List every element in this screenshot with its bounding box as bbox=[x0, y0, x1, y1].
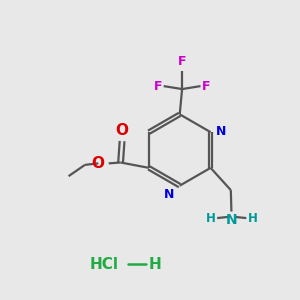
Text: N: N bbox=[226, 213, 237, 227]
Text: HCl: HCl bbox=[90, 257, 119, 272]
Text: O: O bbox=[91, 156, 104, 171]
Text: H: H bbox=[206, 212, 216, 225]
Text: O: O bbox=[115, 122, 128, 137]
Text: F: F bbox=[178, 55, 186, 68]
Text: N: N bbox=[164, 188, 174, 201]
Text: H: H bbox=[248, 212, 257, 225]
Text: F: F bbox=[153, 80, 162, 93]
Text: H: H bbox=[148, 257, 161, 272]
Text: F: F bbox=[202, 80, 211, 93]
Text: N: N bbox=[216, 125, 226, 138]
